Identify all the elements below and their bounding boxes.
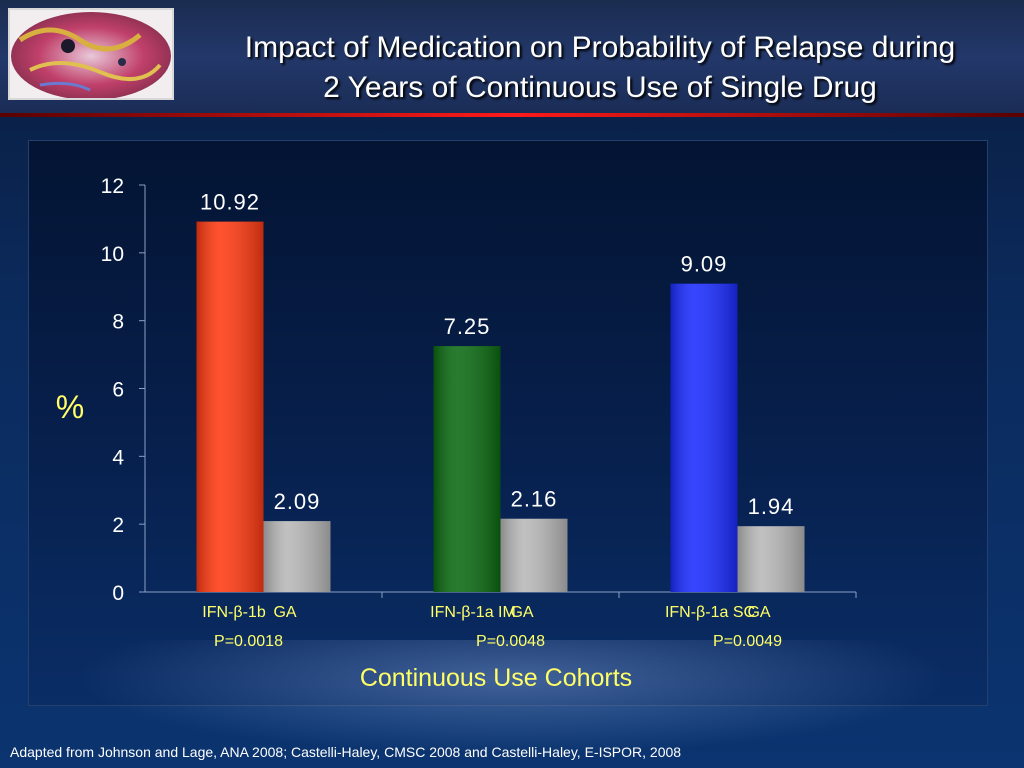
bar-shading — [433, 346, 501, 592]
y-tick-label: 4 — [112, 446, 124, 469]
y-tick-label: 12 — [101, 175, 124, 198]
p-value-label: P=0.0049 — [713, 633, 782, 650]
bar-shading — [196, 221, 264, 592]
data-label: 2.16 — [511, 487, 558, 512]
y-tick-label: 2 — [112, 514, 124, 537]
category-label: GA — [747, 604, 770, 621]
y-tick-label: 8 — [112, 311, 124, 334]
x-axis-label: Continuous Use Cohorts — [360, 664, 632, 692]
y-tick-label: 0 — [112, 582, 124, 605]
category-label: GA — [510, 604, 533, 621]
logo-image — [8, 8, 174, 100]
bottom-glow — [0, 640, 1024, 768]
title-line-1: Impact of Medication on Probability of R… — [244, 31, 956, 64]
bar-shading — [500, 518, 568, 592]
y-axis-label: % — [56, 389, 84, 425]
p-value-label: P=0.0048 — [476, 633, 545, 650]
y-tick-label: 6 — [112, 379, 124, 402]
data-label: 9.09 — [681, 252, 728, 277]
chart-panel — [28, 140, 988, 706]
slide-title: Impact of Medication on Probability of R… — [182, 28, 1018, 108]
title-line-2: 2 Years of Continuous Use of Single Drug — [323, 71, 877, 104]
category-label: GA — [273, 604, 296, 621]
y-tick-label: 10 — [101, 243, 124, 266]
bar-shading — [737, 526, 805, 592]
footer-citation: Adapted from Johnson and Lage, ANA 2008;… — [10, 744, 682, 760]
header-divider — [0, 113, 1024, 117]
category-label: IFN-β-1a IM — [430, 604, 516, 621]
bar-shading — [263, 521, 331, 592]
data-label: 7.25 — [444, 314, 491, 339]
data-label: 1.94 — [748, 494, 795, 519]
bar-shading — [670, 283, 738, 592]
data-label: 2.09 — [274, 489, 321, 514]
category-label: IFN-β-1b — [202, 604, 266, 621]
p-value-label: P=0.0018 — [214, 633, 283, 650]
data-label: 10.92 — [200, 190, 260, 215]
category-label: IFN-β-1a SC — [665, 604, 755, 621]
